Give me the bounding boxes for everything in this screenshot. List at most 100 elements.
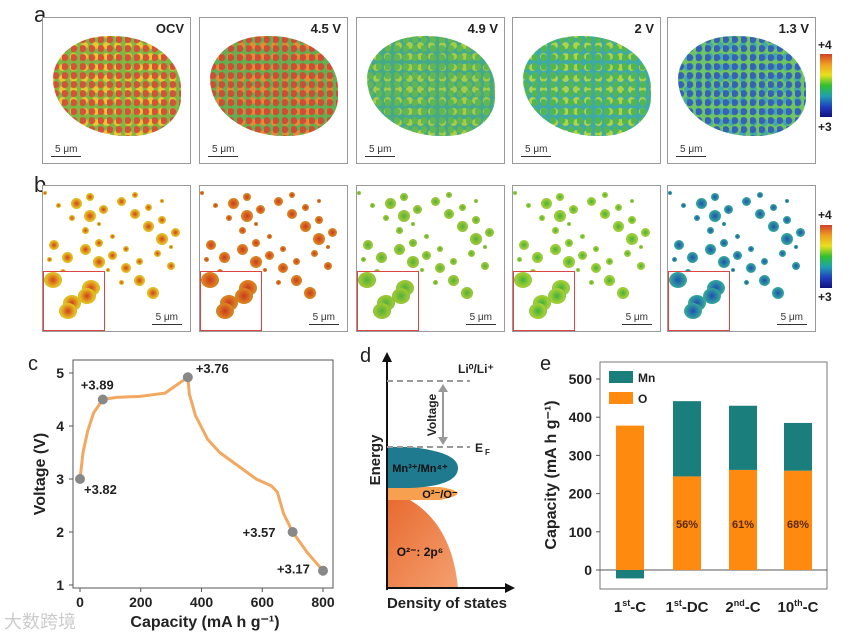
y-tick-label: 1 — [56, 577, 64, 593]
particle-slice — [267, 234, 272, 239]
particle-slice — [744, 280, 749, 285]
particle-slice — [276, 280, 281, 285]
panel-a-image: 4.5 V 5 μm — [199, 17, 348, 164]
particle-slice — [357, 191, 361, 195]
watermark: 大数跨境 — [4, 612, 76, 632]
particle-slice — [602, 192, 608, 198]
particle-slice — [565, 239, 573, 247]
y-tick-label: 4 — [56, 418, 64, 434]
zoom-inset — [200, 271, 262, 331]
particle-slice — [550, 244, 561, 255]
x-tick-label: 10th-C — [777, 598, 818, 616]
bar-o — [729, 469, 757, 570]
legend-label-mn: Mn — [638, 371, 655, 385]
particle-slice — [250, 256, 262, 268]
oxidation-state-label: +3.17 — [277, 562, 310, 577]
particle-slice — [422, 251, 431, 260]
particle-slice — [481, 262, 489, 270]
dos-axis-label: Density of states — [387, 595, 507, 612]
y-tick-label: 300 — [569, 447, 593, 463]
panel-a-image: 1.3 V 5 μm — [667, 17, 816, 164]
particle-slice — [539, 215, 545, 221]
particle-slice — [411, 222, 415, 226]
tick-superscript: nd — [734, 598, 745, 608]
panel-a-image: OCV 5 μm — [42, 17, 191, 164]
colorbar-a-max: +4 — [818, 38, 832, 52]
oxidation-state-label: +3.89 — [81, 378, 114, 393]
particle-slice — [134, 275, 145, 286]
particle-slice — [761, 258, 768, 265]
particle-slice — [768, 221, 779, 232]
inset-particle — [514, 272, 532, 288]
particle-slice — [396, 227, 403, 234]
particle-slice — [532, 252, 543, 263]
particle-slice — [468, 250, 475, 257]
zoom-inset — [357, 271, 419, 331]
particle-slice — [80, 244, 91, 255]
particle-slice — [136, 258, 143, 265]
particle-slice — [424, 234, 429, 239]
fermi-subscript: F — [485, 448, 490, 457]
particle-slice — [519, 240, 529, 250]
scale-bar: 5 μm — [676, 144, 707, 157]
particle-slice — [280, 246, 286, 252]
y-tick-label: 3 — [56, 471, 64, 487]
particle-slice — [554, 210, 566, 222]
particle-slice — [624, 250, 631, 257]
particle-slice — [617, 287, 629, 299]
x-tick-label: 200 — [129, 594, 153, 610]
panel-b-slice: 5 μm — [356, 185, 505, 332]
particle-slice — [394, 244, 405, 255]
particle-slice — [733, 251, 742, 260]
plot-frame — [599, 361, 828, 590]
particle-slice — [123, 246, 129, 252]
particle-slice — [228, 198, 239, 209]
particle-slice — [461, 287, 473, 299]
bar-mn — [729, 405, 757, 470]
particle-slice — [71, 198, 82, 209]
particle-slice — [154, 250, 161, 257]
particle-slice — [413, 205, 422, 214]
bar-mn — [673, 401, 701, 477]
colorbar-b-min: +3 — [818, 290, 832, 304]
inset-particle — [669, 272, 687, 288]
inset-particle — [684, 303, 702, 319]
scale-bar: 5 μm — [151, 312, 182, 325]
particle-slice — [287, 209, 297, 219]
particle-slice — [792, 262, 800, 270]
zoom-inset — [668, 271, 730, 331]
colorbar-a-min: +3 — [818, 120, 832, 134]
panel-b-slice: 5 μm — [42, 185, 191, 332]
particle-slice — [437, 246, 443, 252]
particle-slice — [772, 287, 784, 299]
legend-swatch-o — [609, 392, 633, 404]
particle-slice — [108, 251, 117, 260]
bar-mn — [616, 570, 644, 579]
particle-slice — [376, 252, 387, 263]
particle-slice — [326, 245, 330, 249]
panel-a-condition: 2 V — [634, 21, 654, 36]
particle-slice — [731, 268, 735, 272]
particle-slice — [591, 263, 601, 273]
particle-slice — [160, 199, 164, 203]
particle-slice — [485, 228, 494, 237]
particle-slice — [49, 240, 59, 250]
particle-slice — [110, 234, 115, 239]
x-tick-label: 2nd-C — [725, 598, 760, 616]
particle-slice — [400, 193, 408, 201]
o-2p-band — [387, 500, 458, 588]
particle-slice — [444, 209, 454, 219]
particle-slice — [637, 262, 645, 270]
particle-slice — [722, 222, 726, 226]
particle-slice — [278, 263, 288, 273]
particle-slice — [239, 227, 246, 234]
panel-b-slice: 5 μm — [199, 185, 348, 332]
particle-slice — [626, 233, 638, 245]
particle-slice — [93, 256, 105, 268]
arrow-icon — [438, 437, 448, 445]
particle-slice — [243, 193, 251, 201]
particle-slice — [304, 287, 316, 299]
particle-slice — [200, 191, 204, 195]
particle-slice — [604, 275, 615, 286]
mn-band — [387, 447, 458, 488]
